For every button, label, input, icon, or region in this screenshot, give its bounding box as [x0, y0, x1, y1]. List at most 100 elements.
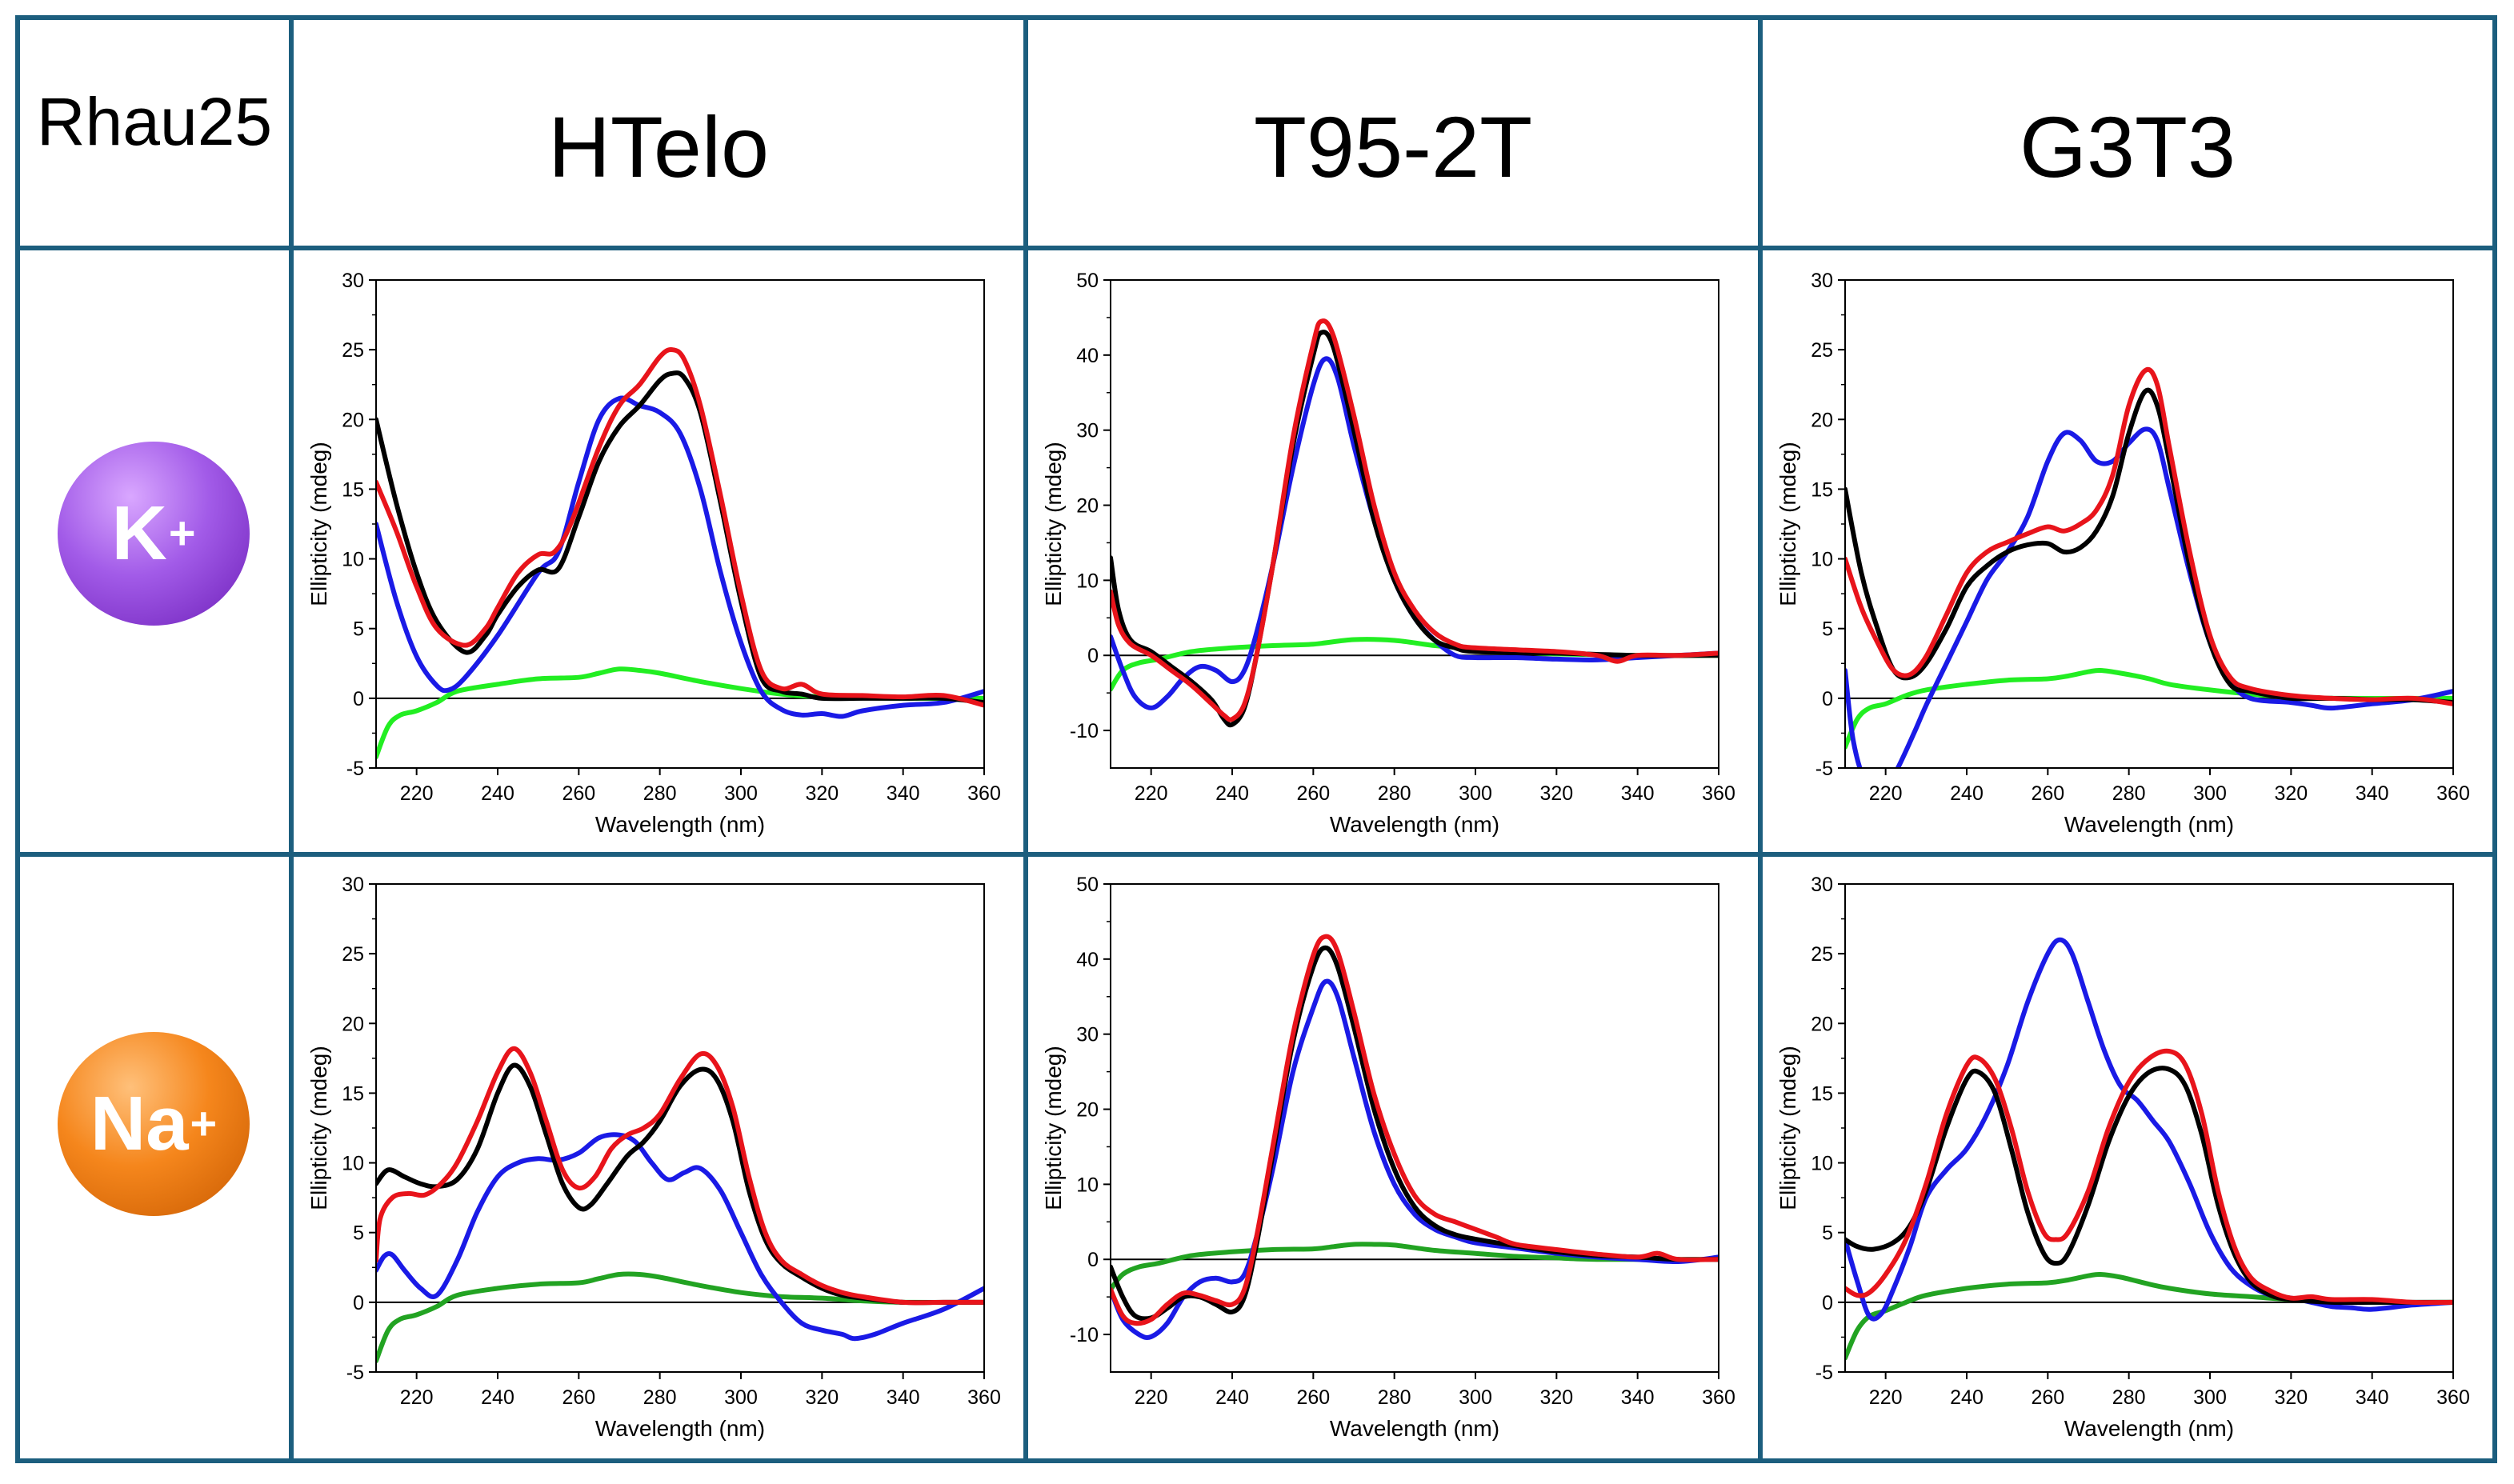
- cd-chart-htelo-k: 220 240 260 280 300 320 340 360 -5 0 5 10 15 20 25 30 Wa…: [306, 270, 1001, 837]
- x-tick-label: 280: [2112, 1386, 2146, 1409]
- cd-chart-t95-2t-k: 220 240 260 280 300 320 340 360 -10 0 10 20 30 40 50 Wa…: [1041, 270, 1735, 837]
- x-tick-label: 220: [400, 1386, 434, 1409]
- y-tick-label: 0: [1822, 1292, 1833, 1314]
- ion-charge: +: [190, 1098, 218, 1150]
- y-tick-label: 25: [1811, 943, 1833, 966]
- table-border: [15, 15, 2497, 1463]
- x-tick-label: 340: [2356, 1386, 2389, 1409]
- plot-frame: [1844, 279, 2454, 769]
- sodium-ion-icon: Na +: [58, 1032, 250, 1216]
- y-tick-label: 10: [342, 1153, 364, 1175]
- y-tick-label: 25: [342, 943, 364, 966]
- y-tick-label: -5: [1815, 758, 1833, 780]
- y-tick-label: 30: [342, 874, 364, 896]
- y-tick-label: 30: [1811, 270, 1833, 292]
- x-tick-label: 320: [805, 782, 839, 805]
- y-tick-label: 30: [1811, 874, 1833, 896]
- series-line-blue: [376, 395, 984, 719]
- x-tick-label: 220: [1869, 782, 1903, 805]
- series-line-red: [1111, 318, 1719, 722]
- series-line-red: [1111, 934, 1719, 1326]
- y-tick-label: -5: [1815, 1362, 1833, 1384]
- y-tick-label: 0: [1822, 688, 1833, 710]
- x-tick-label: 240: [1950, 1386, 1984, 1409]
- series-group: [1111, 318, 1719, 728]
- y-axis-label: Ellipticity (mdeg): [1775, 1046, 1800, 1210]
- x-axis-label: Wavelength (nm): [2064, 1416, 2234, 1441]
- y-tick-label: 10: [1811, 1153, 1833, 1175]
- series-group: [376, 347, 984, 760]
- plot-frame: [375, 883, 985, 1373]
- y-tick-label: 10: [1811, 549, 1833, 571]
- x-tick-label: 260: [2031, 1386, 2064, 1409]
- series-line-red: [376, 1046, 984, 1306]
- x-tick-label: 300: [2193, 1386, 2227, 1409]
- column-header-htelo: HTelo: [547, 98, 770, 195]
- x-tick-label: 360: [1702, 1386, 1735, 1409]
- series-line-green-na: [376, 1271, 984, 1364]
- x-tick-label: 280: [643, 782, 677, 805]
- series-line-blue: [1845, 426, 2453, 768]
- y-tick-label: 0: [353, 688, 364, 710]
- series-line-black: [376, 370, 984, 706]
- x-tick-label: 300: [1459, 782, 1492, 805]
- x-tick-label: 220: [1135, 1386, 1168, 1409]
- x-tick-label: 240: [1215, 782, 1249, 805]
- x-tick-label: 220: [1135, 782, 1168, 805]
- x-axis-label: Wavelength (nm): [595, 1416, 765, 1441]
- y-tick-label: -10: [1070, 1324, 1099, 1346]
- x-tick-label: 260: [562, 782, 595, 805]
- cd-chart-t95-2t-na: 220 240 260 280 300 320 340 360 -10 0 10 20 30 40 50 Wa…: [1041, 874, 1735, 1441]
- x-tick-label: 260: [1296, 1386, 1330, 1409]
- series-line-blue: [376, 1132, 984, 1342]
- y-tick-label: 0: [1087, 645, 1099, 667]
- series-group: [376, 1046, 984, 1364]
- y-tick-label: 40: [1076, 345, 1099, 367]
- x-tick-label: 340: [887, 1386, 920, 1409]
- y-tick-label: 20: [1811, 1013, 1833, 1035]
- plot-frame: [1110, 279, 1719, 769]
- x-tick-label: 360: [2436, 1386, 2470, 1409]
- series-line-black: [376, 1062, 984, 1306]
- y-tick-label: 10: [342, 549, 364, 571]
- x-tick-label: 260: [562, 1386, 595, 1409]
- x-tick-label: 360: [967, 782, 1001, 805]
- x-tick-label: 240: [1950, 782, 1984, 805]
- series-group: [1845, 937, 2453, 1361]
- x-tick-label: 320: [1539, 782, 1573, 805]
- y-tick-label: 15: [342, 1082, 364, 1105]
- y-tick-label: 15: [1811, 1082, 1833, 1105]
- y-tick-label: 25: [342, 339, 364, 362]
- x-tick-label: 340: [1621, 782, 1655, 805]
- x-tick-label: 320: [2274, 1386, 2308, 1409]
- series-line-blue: [1845, 937, 2453, 1322]
- y-tick-label: 20: [1076, 1099, 1099, 1122]
- x-tick-label: 300: [2193, 782, 2227, 805]
- x-tick-label: 340: [2356, 782, 2389, 805]
- y-tick-label: 20: [342, 1013, 364, 1035]
- x-tick-label: 360: [1702, 782, 1735, 805]
- x-axis-label: Wavelength (nm): [2064, 812, 2234, 837]
- ion-symbol: K: [111, 490, 167, 576]
- y-axis-label: Ellipticity (mdeg): [306, 1046, 331, 1210]
- x-tick-label: 280: [1378, 1386, 1411, 1409]
- x-tick-label: 240: [481, 1386, 514, 1409]
- x-tick-label: 360: [967, 1386, 1001, 1409]
- series-line-red: [1845, 1048, 2453, 1306]
- y-tick-label: 40: [1076, 949, 1099, 971]
- series-line-green-na: [1111, 1242, 1719, 1292]
- cd-chart-g3t3-na: 220 240 260 280 300 320 340 360 -5 0 5 10 15 20 25 30 Wa…: [1775, 874, 2470, 1441]
- series-line-green-k: [376, 666, 984, 760]
- x-axis-label: Wavelength (nm): [1330, 812, 1499, 837]
- y-tick-label: 20: [342, 409, 364, 431]
- y-axis-label: Ellipticity (mdeg): [1041, 1046, 1066, 1210]
- y-tick-label: 30: [1076, 1024, 1099, 1046]
- x-tick-label: 340: [887, 782, 920, 805]
- series-line-black: [1845, 387, 2453, 706]
- y-axis-label: Ellipticity (mdeg): [1041, 442, 1066, 606]
- series-line-red: [376, 347, 984, 708]
- x-tick-label: 220: [1869, 1386, 1903, 1409]
- x-tick-label: 320: [805, 1386, 839, 1409]
- y-axis-label: Ellipticity (mdeg): [306, 442, 331, 606]
- x-tick-label: 240: [1215, 1386, 1249, 1409]
